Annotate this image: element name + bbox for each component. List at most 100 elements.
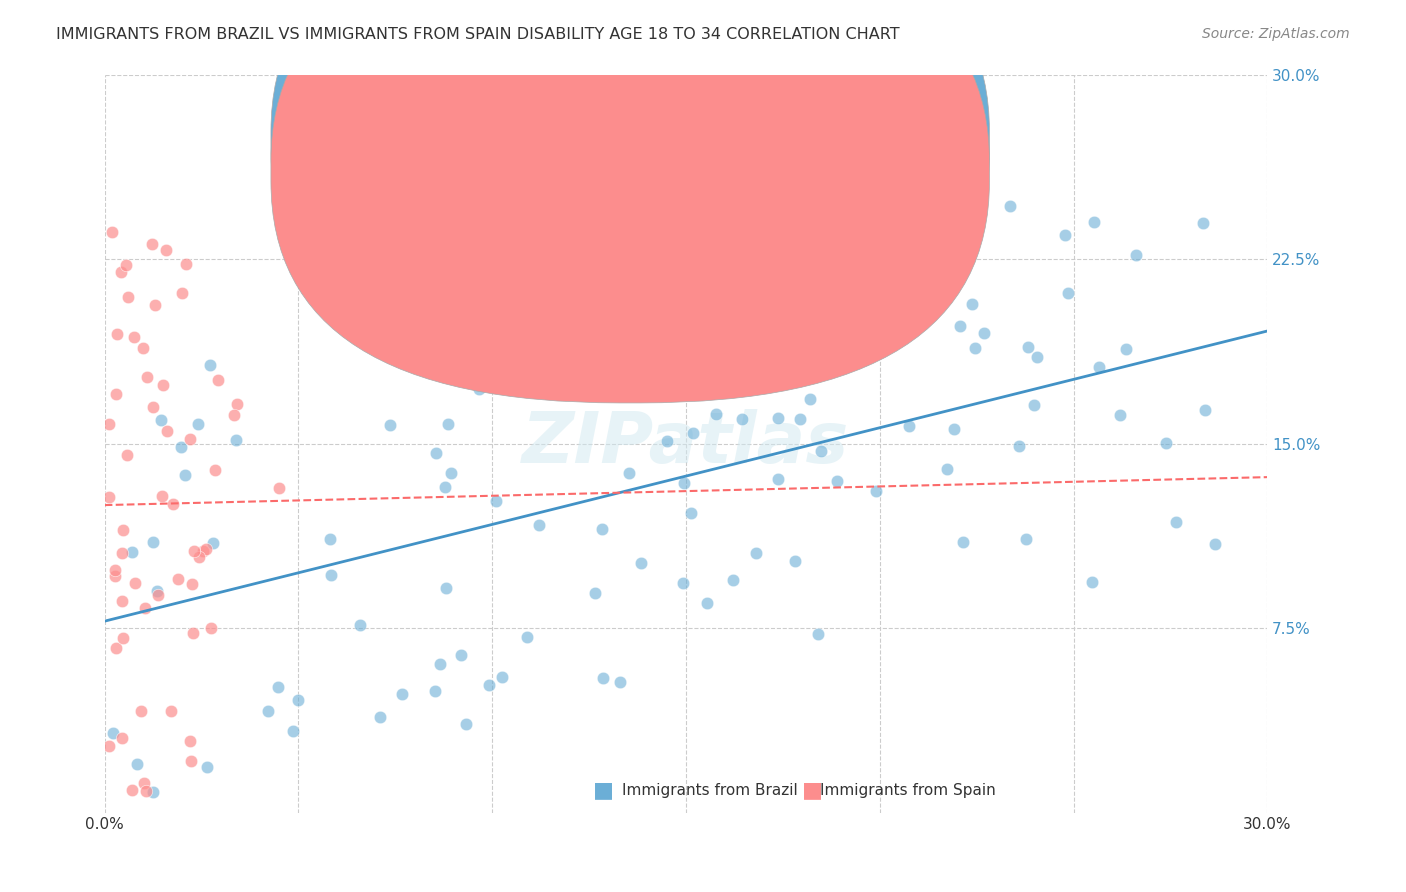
- Point: [180, 754, 202, 768]
- Point: [1017, 340, 1039, 354]
- Point: [973, 326, 995, 341]
- Point: [132, 341, 155, 355]
- Point: [181, 577, 204, 591]
- Point: [142, 785, 165, 799]
- Point: [391, 687, 413, 701]
- FancyBboxPatch shape: [271, 0, 990, 374]
- Point: [204, 463, 226, 477]
- Point: [111, 593, 134, 607]
- Point: [225, 433, 247, 447]
- Point: [897, 419, 920, 434]
- Point: [135, 783, 157, 797]
- Point: [319, 533, 342, 547]
- Point: [592, 671, 614, 685]
- FancyBboxPatch shape: [599, 115, 912, 196]
- Point: [789, 412, 811, 426]
- Point: [197, 760, 219, 774]
- Point: [617, 467, 640, 481]
- Point: [115, 448, 138, 462]
- Point: [1015, 532, 1038, 546]
- Point: [434, 480, 457, 494]
- Point: [810, 443, 832, 458]
- Point: [111, 545, 134, 559]
- Point: [101, 726, 124, 740]
- Text: ■: ■: [593, 780, 614, 800]
- Point: [141, 535, 163, 549]
- Point: [162, 497, 184, 511]
- Point: [150, 489, 173, 503]
- Point: [132, 776, 155, 790]
- Point: [583, 586, 606, 600]
- Point: [1053, 227, 1076, 242]
- Point: [672, 476, 695, 491]
- Point: [491, 670, 513, 684]
- Point: [207, 373, 229, 387]
- Text: ■: ■: [803, 780, 824, 800]
- Point: [152, 377, 174, 392]
- Point: [124, 575, 146, 590]
- Point: [174, 257, 197, 271]
- Point: [200, 622, 222, 636]
- Point: [609, 675, 631, 690]
- Point: [121, 782, 143, 797]
- Point: [141, 237, 163, 252]
- Point: [179, 432, 201, 446]
- Point: [766, 411, 789, 425]
- Point: [704, 407, 727, 421]
- Point: [1025, 351, 1047, 365]
- Text: R =  0.371   N = 105: R = 0.371 N = 105: [645, 130, 832, 148]
- Point: [630, 557, 652, 571]
- Point: [952, 534, 974, 549]
- Point: [655, 434, 678, 448]
- Point: [962, 297, 984, 311]
- Text: ZIPatlas: ZIPatlas: [522, 409, 849, 478]
- Point: [134, 601, 156, 615]
- Point: [672, 575, 695, 590]
- Point: [256, 705, 278, 719]
- Point: [799, 392, 821, 406]
- Point: [537, 358, 560, 372]
- Point: [1087, 359, 1109, 374]
- Point: [1057, 285, 1080, 300]
- Point: [101, 225, 124, 239]
- Point: [167, 572, 190, 586]
- Point: [865, 483, 887, 498]
- Text: Immigrants from Brazil: Immigrants from Brazil: [621, 783, 797, 798]
- Point: [425, 684, 447, 698]
- Point: [1083, 215, 1105, 229]
- Point: [478, 678, 501, 692]
- Point: [173, 468, 195, 483]
- Point: [156, 424, 179, 438]
- Point: [117, 290, 139, 304]
- Point: [115, 258, 138, 272]
- Text: Source: ZipAtlas.com: Source: ZipAtlas.com: [1202, 27, 1350, 41]
- Point: [125, 757, 148, 772]
- Point: [121, 545, 143, 559]
- Point: [195, 542, 218, 557]
- Point: [368, 709, 391, 723]
- Point: [825, 474, 848, 488]
- Point: [434, 582, 457, 596]
- Point: [97, 739, 120, 754]
- Point: [187, 417, 209, 431]
- Point: [1125, 248, 1147, 262]
- Point: [527, 517, 550, 532]
- Point: [287, 692, 309, 706]
- Point: [682, 426, 704, 441]
- Point: [498, 375, 520, 389]
- Point: [349, 617, 371, 632]
- Point: [202, 536, 225, 550]
- Point: [146, 588, 169, 602]
- Point: [191, 543, 214, 558]
- Point: [652, 326, 675, 341]
- Point: [188, 549, 211, 564]
- Point: [770, 252, 793, 266]
- Point: [710, 358, 733, 372]
- Point: [183, 626, 205, 640]
- Point: [949, 319, 972, 334]
- Point: [671, 290, 693, 304]
- Point: [198, 358, 221, 372]
- Point: [122, 330, 145, 344]
- Point: [97, 417, 120, 432]
- Point: [222, 408, 245, 422]
